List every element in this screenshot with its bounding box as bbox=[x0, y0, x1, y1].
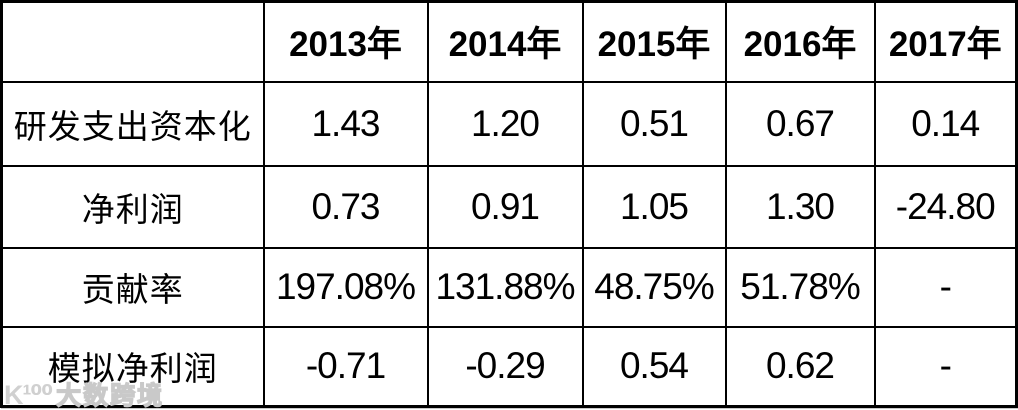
cell-snp-2016: 0.62 bbox=[724, 325, 876, 408]
table-row-rd-capitalization: 研发支出资本化 1.43 1.20 0.51 0.67 0.14 bbox=[0, 80, 1018, 167]
row-label-net-profit: 净利润 bbox=[0, 164, 265, 249]
cell-cr-2014: 131.88% bbox=[426, 246, 584, 328]
header-cell-2017: 2017年 bbox=[873, 0, 1018, 83]
table-row-net-profit: 净利润 0.73 0.91 1.05 1.30 -24.80 bbox=[0, 164, 1018, 249]
header-cell-2015: 2015年 bbox=[581, 0, 727, 83]
cell-np-2015: 1.05 bbox=[581, 164, 727, 249]
cell-snp-2015: 0.54 bbox=[581, 325, 727, 408]
table-row-simulated-net-profit: 模拟净利润 -0.71 -0.29 0.54 0.62 - bbox=[0, 325, 1018, 408]
row-label-rd-capitalization: 研发支出资本化 bbox=[0, 80, 265, 167]
cell-cr-2013: 197.08% bbox=[262, 246, 429, 328]
row-label-contribution-rate: 贡献率 bbox=[0, 246, 265, 328]
cell-cr-2015: 48.75% bbox=[581, 246, 727, 328]
header-cell-empty bbox=[0, 0, 265, 83]
cell-rd-2016: 0.67 bbox=[724, 80, 876, 167]
cell-rd-2015: 0.51 bbox=[581, 80, 727, 167]
cell-rd-2013: 1.43 bbox=[262, 80, 429, 167]
cell-snp-2017: - bbox=[873, 325, 1018, 408]
table-header-row: 2013年 2014年 2015年 2016年 2017年 bbox=[0, 0, 1018, 83]
header-cell-2016: 2016年 bbox=[724, 0, 876, 83]
cell-np-2013: 0.73 bbox=[262, 164, 429, 249]
cell-np-2014: 0.91 bbox=[426, 164, 584, 249]
table-row-contribution-rate: 贡献率 197.08% 131.88% 48.75% 51.78% - bbox=[0, 246, 1018, 328]
header-cell-2013: 2013年 bbox=[262, 0, 429, 83]
cell-cr-2016: 51.78% bbox=[724, 246, 876, 328]
header-cell-2014: 2014年 bbox=[426, 0, 584, 83]
cell-np-2016: 1.30 bbox=[724, 164, 876, 249]
cell-rd-2017: 0.14 bbox=[873, 80, 1018, 167]
cell-snp-2014: -0.29 bbox=[426, 325, 584, 408]
cell-snp-2013: -0.71 bbox=[262, 325, 429, 408]
cell-np-2017: -24.80 bbox=[873, 164, 1018, 249]
cell-rd-2014: 1.20 bbox=[426, 80, 584, 167]
cell-cr-2017: - bbox=[873, 246, 1018, 328]
row-label-simulated-net-profit: 模拟净利润 bbox=[0, 325, 265, 408]
